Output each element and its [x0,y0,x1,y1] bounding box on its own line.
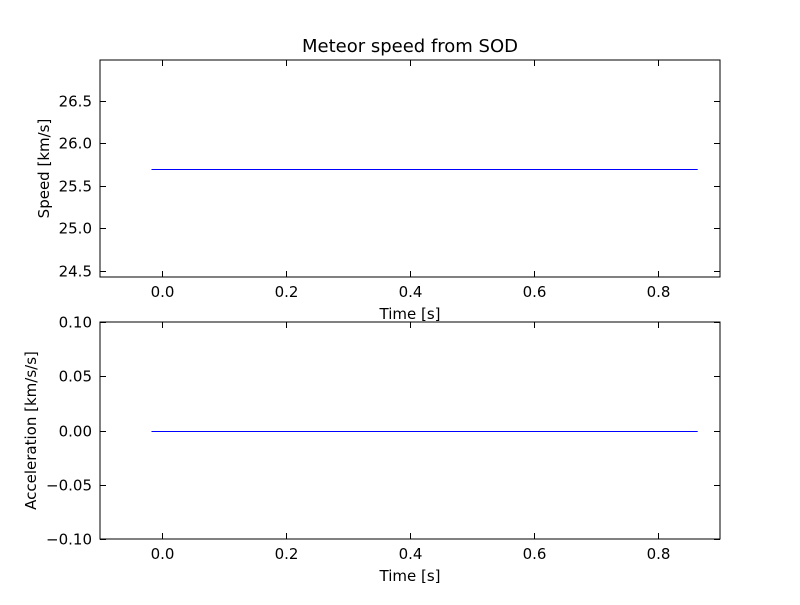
y-tick-label: 24.5 [59,263,92,281]
y-tick-label: 26.0 [59,135,92,153]
y-tick-label: 0.05 [59,368,92,386]
y-tick-label: 26.5 [59,93,92,111]
y-tick-label: 0.10 [59,314,92,332]
y-axis-label: Speed [km/s] [35,119,53,219]
x-axis-label: Time [s] [379,567,441,585]
x-tick-label: 0.2 [275,283,299,301]
x-tick-label: 0.0 [151,545,175,563]
axes-frame [99,321,721,540]
y-tick-label: −0.10 [46,531,92,549]
chart-title: Meteor speed from SOD [302,36,518,57]
x-tick-label: 0.2 [275,545,299,563]
y-axis-label: Acceleration [km/s/s] [22,351,40,510]
y-tick-label: −0.05 [46,477,92,495]
y-tick-label: 25.0 [59,220,92,238]
x-tick-label: 0.4 [399,545,423,563]
x-tick-label: 0.4 [399,283,423,301]
y-tick-label: 0.00 [59,423,92,441]
chart-panel-acceleration: 0.0 0.2 0.4 0.6 0.8 −0.10 −0.05 0.00 0.05 0.10 Tim… [22,314,721,585]
x-tick-label: 0.0 [151,283,175,301]
y-tick-label: 25.5 [59,178,92,196]
x-axis-label: Time [s] [379,305,441,323]
x-tick-label: 0.8 [647,283,671,301]
axes-frame [99,59,721,278]
x-tick-label: 0.8 [647,545,671,563]
x-tick-label: 0.6 [523,545,547,563]
chart-panel-speed: 0.0 0.2 0.4 0.6 0.8 24.5 25.0 25.5 26.0 26.5 Time … [35,36,721,323]
x-tick-label: 0.6 [523,283,547,301]
